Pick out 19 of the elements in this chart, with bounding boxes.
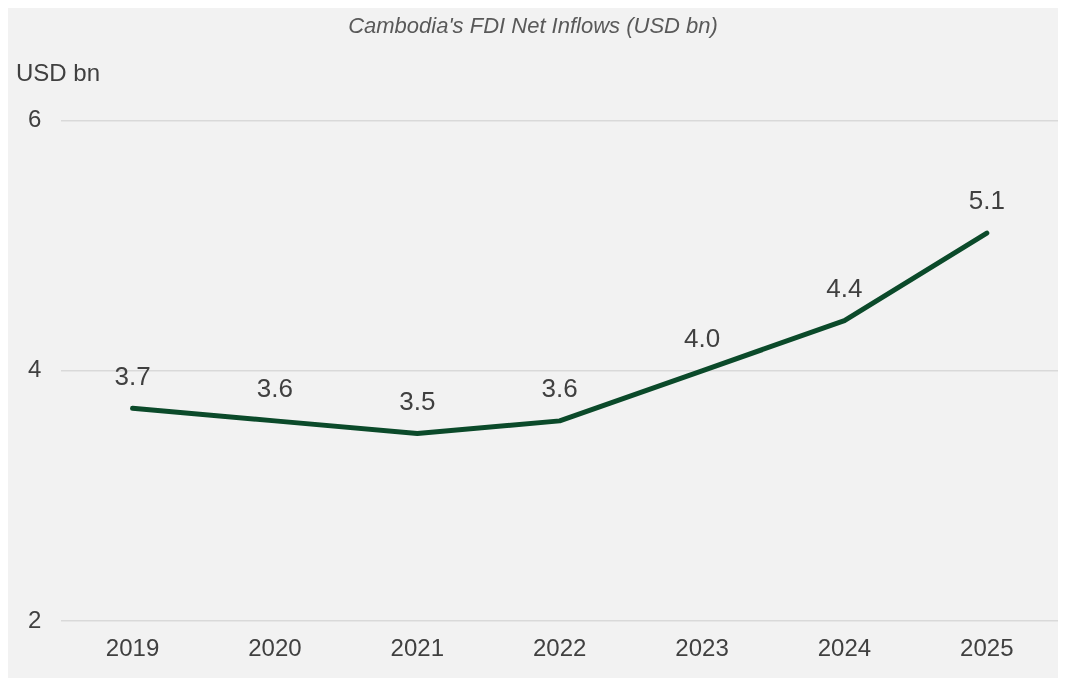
- chart-title: Cambodia's FDI Net Inflows (USD bn): [348, 13, 718, 39]
- x-tick-label: 2022: [532, 634, 587, 662]
- data-label: 3.6: [541, 373, 578, 404]
- data-label: 3.5: [399, 385, 436, 416]
- x-tick-label: 2020: [248, 634, 302, 662]
- x-tick-label: 2023: [675, 634, 729, 662]
- data-label: 5.1: [968, 185, 1005, 216]
- y-axis-title: USD bn: [16, 58, 101, 86]
- y-tick-label: 4: [27, 355, 42, 383]
- data-label: 4.4: [826, 272, 863, 303]
- y-tick-label: 6: [27, 105, 42, 133]
- data-label: 3.6: [256, 373, 293, 404]
- x-tick-label: 2019: [105, 634, 160, 662]
- x-tick-label: 2024: [817, 634, 872, 662]
- y-tick-label: 2: [27, 605, 42, 633]
- data-label: 3.7: [114, 360, 151, 391]
- x-tick-label: 2021: [390, 634, 444, 662]
- data-label: 4.0: [683, 322, 721, 353]
- x-tick-label: 2025: [960, 634, 1014, 662]
